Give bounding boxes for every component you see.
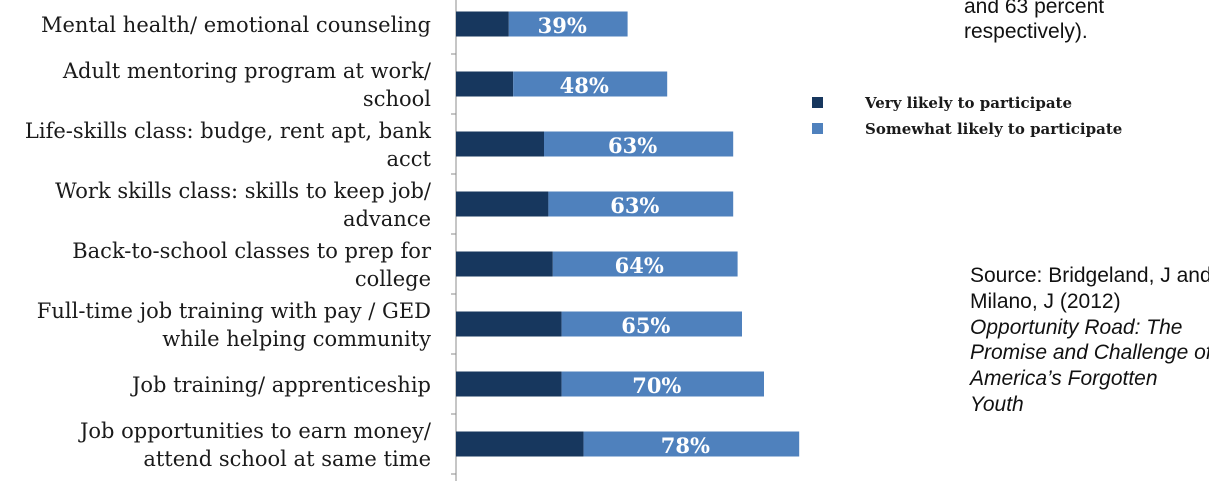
bar-value-label: 78% xyxy=(661,433,710,458)
category-label: Job opportunities to earn money/ xyxy=(78,419,432,443)
bar-value-label: 70% xyxy=(632,373,681,398)
note-text: and 63 percent respectively). xyxy=(964,0,1204,44)
source-title: Opportunity Road: The Promise and Challe… xyxy=(970,315,1209,417)
legend-label: Very likely to participate xyxy=(864,94,1072,112)
category-label: Back-to-school classes to prep for xyxy=(72,239,432,263)
bar-very-likely xyxy=(456,11,509,37)
bar-somewhat-likely xyxy=(561,311,742,337)
bar-value-label: 63% xyxy=(610,193,659,218)
category-label: Work skills class: skills to keep job/ xyxy=(55,179,432,203)
legend-label: Somewhat likely to participate xyxy=(865,120,1122,138)
bar-somewhat-likely xyxy=(561,371,764,397)
category-label: advance xyxy=(343,207,431,231)
category-label: while helping community xyxy=(162,327,431,351)
bar-very-likely xyxy=(456,191,549,217)
bar-somewhat-likely xyxy=(508,11,628,37)
bar-somewhat-likely xyxy=(513,71,668,97)
bar-very-likely xyxy=(456,71,514,97)
bar-somewhat-likely xyxy=(544,131,734,157)
note-line: respectively). xyxy=(964,20,1088,44)
legend-swatch xyxy=(812,123,823,134)
bar-very-likely xyxy=(456,251,553,277)
category-label: Full-time job training with pay / GED xyxy=(37,299,431,323)
bar-very-likely xyxy=(456,131,544,157)
legend-swatch xyxy=(812,97,823,108)
bar-value-label: 48% xyxy=(560,73,609,98)
bars-group xyxy=(451,0,800,481)
category-label: college xyxy=(355,267,431,291)
bar-value-label: 63% xyxy=(608,133,657,158)
bar-somewhat-likely xyxy=(583,431,800,457)
bar-value-label: 64% xyxy=(615,253,664,278)
bar-very-likely xyxy=(456,311,562,337)
category-label: acct xyxy=(387,147,432,171)
category-label: Job training/ apprenticeship xyxy=(130,373,431,397)
source-citation: Source: Bridgeland, J and Milano, J (201… xyxy=(970,263,1209,418)
bar-somewhat-likely xyxy=(548,191,734,217)
note-line: and 63 percent xyxy=(964,0,1105,18)
bar-value-label: 39% xyxy=(538,13,587,38)
legend: Very likely to participate Somewhat likel… xyxy=(812,94,1122,138)
category-label: Life-skills class: budge, rent apt, bank xyxy=(25,119,431,143)
bar-very-likely xyxy=(456,431,584,457)
category-label: school xyxy=(363,87,431,111)
bar-somewhat-likely xyxy=(552,251,738,277)
category-label: attend school at same time xyxy=(143,447,431,471)
category-label: Adult mentoring program at work/ xyxy=(62,59,432,83)
bar-value-label: 65% xyxy=(621,313,670,338)
category-labels-group: 39% Mental health/ emotional counseling 48… xyxy=(25,13,710,471)
category-label: Mental health/ emotional counseling xyxy=(41,13,431,37)
source-prefix: Source: Bridgeland, J and Milano, J (201… xyxy=(970,264,1209,313)
bar-very-likely xyxy=(456,371,562,397)
